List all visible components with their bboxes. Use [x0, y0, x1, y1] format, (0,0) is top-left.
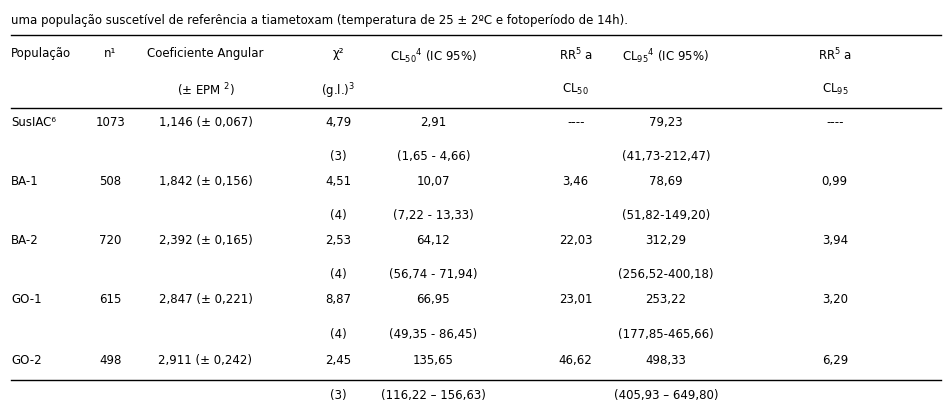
Text: Coeficiente Angular: Coeficiente Angular	[148, 47, 264, 60]
Text: (3): (3)	[330, 150, 347, 163]
Text: 312,29: 312,29	[645, 233, 686, 247]
Text: População: População	[10, 47, 71, 60]
Text: 3,20: 3,20	[822, 293, 848, 306]
Text: RR$^{5}$ a: RR$^{5}$ a	[559, 47, 593, 64]
Text: (51,82-149,20): (51,82-149,20)	[622, 209, 710, 222]
Text: 1,842 (± 0,156): 1,842 (± 0,156)	[159, 174, 252, 188]
Text: 10,07: 10,07	[417, 174, 450, 188]
Text: (1,65 - 4,66): (1,65 - 4,66)	[397, 150, 470, 163]
Text: ----: ----	[567, 115, 585, 129]
Text: ----: ----	[826, 115, 843, 129]
Text: (4): (4)	[330, 209, 347, 222]
Text: 498: 498	[99, 353, 122, 367]
Text: 66,95: 66,95	[416, 293, 450, 306]
Text: 23,01: 23,01	[559, 293, 592, 306]
Text: 4,51: 4,51	[326, 174, 351, 188]
Text: (49,35 - 86,45): (49,35 - 86,45)	[389, 327, 477, 340]
Text: (4): (4)	[330, 327, 347, 340]
Text: 22,03: 22,03	[559, 233, 592, 247]
Text: 2,911 (± 0,242): 2,911 (± 0,242)	[158, 353, 252, 367]
Text: 78,69: 78,69	[649, 174, 683, 188]
Text: (177,85-465,66): (177,85-465,66)	[618, 327, 714, 340]
Text: 8,87: 8,87	[326, 293, 351, 306]
Text: 64,12: 64,12	[416, 233, 450, 247]
Text: 720: 720	[99, 233, 122, 247]
Text: SusIAC⁶: SusIAC⁶	[10, 115, 56, 129]
Text: (116,22 – 156,63): (116,22 – 156,63)	[381, 388, 486, 401]
Text: (g.l.)$^{3}$: (g.l.)$^{3}$	[322, 81, 355, 101]
Text: (256,52-400,18): (256,52-400,18)	[618, 268, 714, 281]
Text: CL$_{95}$$^{4}$ (IC 95%): CL$_{95}$$^{4}$ (IC 95%)	[623, 47, 709, 66]
Text: 2,45: 2,45	[326, 353, 351, 367]
Text: 253,22: 253,22	[645, 293, 686, 306]
Text: 1,146 (± 0,067): 1,146 (± 0,067)	[159, 115, 252, 129]
Text: GO-2: GO-2	[10, 353, 42, 367]
Text: (41,73-212,47): (41,73-212,47)	[622, 150, 710, 163]
Text: 0,99: 0,99	[822, 174, 848, 188]
Text: 498,33: 498,33	[645, 353, 686, 367]
Text: BA-2: BA-2	[10, 233, 39, 247]
Text: 2,53: 2,53	[326, 233, 351, 247]
Text: (4): (4)	[330, 268, 347, 281]
Text: GO-1: GO-1	[10, 293, 42, 306]
Text: 3,46: 3,46	[563, 174, 588, 188]
Text: n¹: n¹	[105, 47, 117, 60]
Text: (± EPM $^{2}$): (± EPM $^{2}$)	[176, 81, 234, 99]
Text: 3,94: 3,94	[822, 233, 848, 247]
Text: CL$_{50}$: CL$_{50}$	[563, 81, 589, 96]
Text: 6,29: 6,29	[822, 353, 848, 367]
Text: RR$^{5}$ a: RR$^{5}$ a	[818, 47, 852, 64]
Text: (3): (3)	[330, 388, 347, 401]
Text: 508: 508	[100, 174, 122, 188]
Text: (7,22 - 13,33): (7,22 - 13,33)	[393, 209, 474, 222]
Text: 4,79: 4,79	[326, 115, 351, 129]
Text: BA-1: BA-1	[10, 174, 39, 188]
Text: 2,392 (± 0,165): 2,392 (± 0,165)	[159, 233, 252, 247]
Text: χ²: χ²	[332, 47, 344, 60]
Text: CL$_{95}$: CL$_{95}$	[822, 81, 848, 96]
Text: (56,74 - 71,94): (56,74 - 71,94)	[389, 268, 478, 281]
Text: uma população suscetível de referência a tiametoxam (temperatura de 25 ± 2ºC e f: uma população suscetível de referência a…	[10, 14, 628, 26]
Text: CL$_{50}$$^{4}$ (IC 95%): CL$_{50}$$^{4}$ (IC 95%)	[390, 47, 477, 66]
Text: 1073: 1073	[95, 115, 126, 129]
Text: 79,23: 79,23	[649, 115, 683, 129]
Text: 46,62: 46,62	[559, 353, 592, 367]
Text: 2,91: 2,91	[420, 115, 446, 129]
Text: (405,93 – 649,80): (405,93 – 649,80)	[614, 388, 718, 401]
Text: 135,65: 135,65	[413, 353, 454, 367]
Text: 615: 615	[99, 293, 122, 306]
Text: 2,847 (± 0,221): 2,847 (± 0,221)	[159, 293, 252, 306]
